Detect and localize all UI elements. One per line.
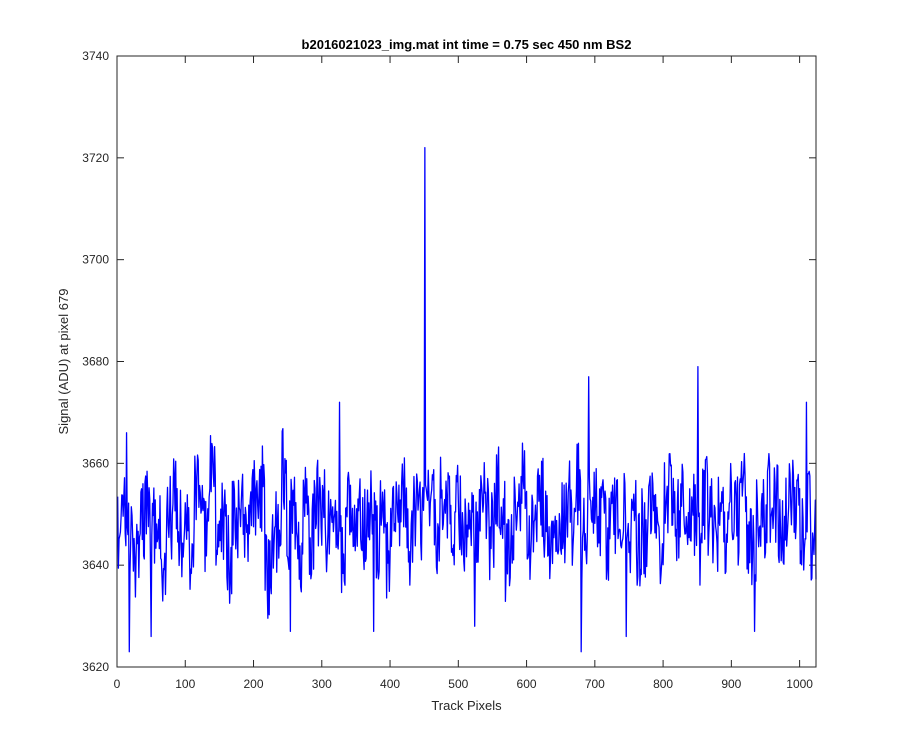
x-tick-label: 200 bbox=[244, 677, 264, 691]
x-tick-label: 300 bbox=[312, 677, 332, 691]
y-tick-label: 3700 bbox=[82, 253, 109, 267]
x-tick-label: 100 bbox=[175, 677, 195, 691]
ticks-layer: 0 100 200 300 400 500 600 700 800 900 1000 3620 3640… bbox=[82, 49, 816, 691]
series-line bbox=[117, 147, 817, 653]
series-layer bbox=[117, 147, 817, 653]
x-tick-label: 0 bbox=[114, 677, 121, 691]
chart-title: b2016021023_img.mat int time = 0.75 sec … bbox=[302, 37, 632, 52]
x-tick-label: 900 bbox=[721, 677, 741, 691]
y-tick-label: 3680 bbox=[82, 355, 109, 369]
x-axis-title: Track Pixels bbox=[431, 698, 502, 713]
plot-area bbox=[117, 56, 816, 667]
x-tick-label: 500 bbox=[448, 677, 468, 691]
y-axis-title: Signal (ADU) at pixel 679 bbox=[56, 289, 71, 435]
x-tick-label: 400 bbox=[380, 677, 400, 691]
y-tick-label: 3620 bbox=[82, 660, 109, 674]
x-tick-label: 800 bbox=[653, 677, 673, 691]
plot-frame bbox=[116, 55, 817, 668]
y-tick-label: 3720 bbox=[82, 151, 109, 165]
y-tick-label: 3660 bbox=[82, 456, 109, 470]
y-tick-label: 3640 bbox=[82, 558, 109, 572]
y-tick-label: 3740 bbox=[82, 49, 109, 63]
x-tick-label: 600 bbox=[517, 677, 537, 691]
x-tick-label: 700 bbox=[585, 677, 605, 691]
x-tick-label: 1000 bbox=[786, 677, 813, 691]
